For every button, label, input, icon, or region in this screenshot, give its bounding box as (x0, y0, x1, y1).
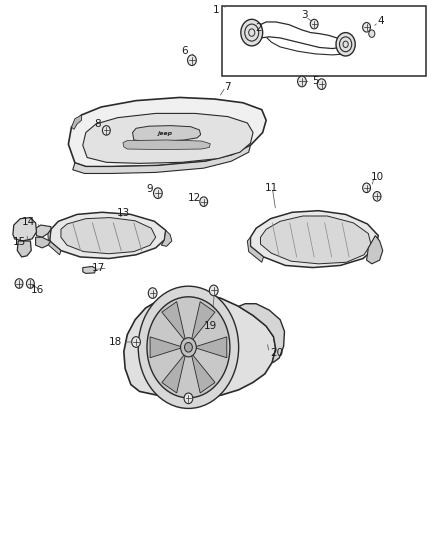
Circle shape (343, 41, 348, 47)
Polygon shape (191, 302, 215, 342)
Text: 3: 3 (301, 10, 307, 20)
Circle shape (148, 288, 157, 298)
Polygon shape (35, 237, 51, 248)
Polygon shape (194, 337, 227, 358)
Text: 18: 18 (109, 337, 122, 347)
Text: 5: 5 (312, 77, 318, 86)
Circle shape (180, 338, 196, 357)
Text: 11: 11 (265, 183, 278, 193)
Text: 9: 9 (146, 184, 152, 195)
Polygon shape (247, 237, 264, 262)
Text: 15: 15 (13, 237, 26, 247)
Circle shape (339, 37, 352, 52)
Circle shape (336, 33, 355, 56)
Circle shape (209, 285, 218, 296)
Text: 2: 2 (255, 23, 261, 34)
Circle shape (102, 126, 110, 135)
Polygon shape (239, 304, 285, 362)
Polygon shape (191, 353, 215, 393)
Circle shape (373, 191, 381, 201)
Polygon shape (123, 140, 210, 150)
Bar (223, 6, 426, 76)
Polygon shape (83, 114, 253, 164)
Circle shape (363, 183, 371, 192)
Polygon shape (13, 217, 36, 241)
Text: 13: 13 (117, 208, 130, 219)
Circle shape (187, 55, 196, 66)
Circle shape (317, 79, 326, 90)
Text: 6: 6 (181, 46, 187, 56)
Text: 14: 14 (21, 217, 35, 228)
Polygon shape (251, 211, 378, 268)
Circle shape (138, 286, 239, 408)
Circle shape (132, 337, 141, 348)
Text: 7: 7 (224, 82, 231, 92)
Text: 8: 8 (95, 119, 101, 129)
Polygon shape (124, 293, 276, 398)
Circle shape (153, 188, 162, 198)
Text: 19: 19 (204, 321, 217, 331)
Circle shape (297, 76, 306, 87)
Polygon shape (150, 337, 183, 358)
Polygon shape (162, 353, 186, 393)
Circle shape (363, 22, 371, 32)
Polygon shape (161, 230, 172, 246)
Polygon shape (73, 146, 251, 173)
Circle shape (184, 343, 192, 352)
Circle shape (26, 279, 34, 288)
Polygon shape (35, 225, 51, 237)
Circle shape (200, 197, 208, 206)
Circle shape (15, 279, 23, 288)
Text: 12: 12 (188, 193, 201, 204)
Polygon shape (162, 302, 186, 342)
Polygon shape (48, 229, 61, 255)
Circle shape (249, 29, 255, 36)
Polygon shape (83, 266, 96, 273)
Text: jeep: jeep (158, 131, 173, 136)
Circle shape (369, 30, 375, 37)
Text: 17: 17 (92, 263, 106, 273)
Polygon shape (49, 212, 166, 259)
Polygon shape (68, 98, 266, 166)
Circle shape (241, 19, 263, 46)
Text: 16: 16 (31, 285, 44, 295)
Polygon shape (61, 217, 155, 254)
Text: 1: 1 (212, 5, 219, 15)
Polygon shape (71, 115, 81, 130)
Text: 10: 10 (371, 172, 384, 182)
Polygon shape (17, 241, 31, 257)
Text: 4: 4 (377, 16, 384, 26)
Polygon shape (133, 126, 201, 141)
Circle shape (147, 297, 230, 398)
Polygon shape (367, 236, 383, 264)
Circle shape (245, 24, 259, 41)
Circle shape (184, 393, 193, 403)
Polygon shape (261, 216, 371, 264)
Text: 20: 20 (271, 348, 284, 358)
Circle shape (310, 19, 318, 29)
